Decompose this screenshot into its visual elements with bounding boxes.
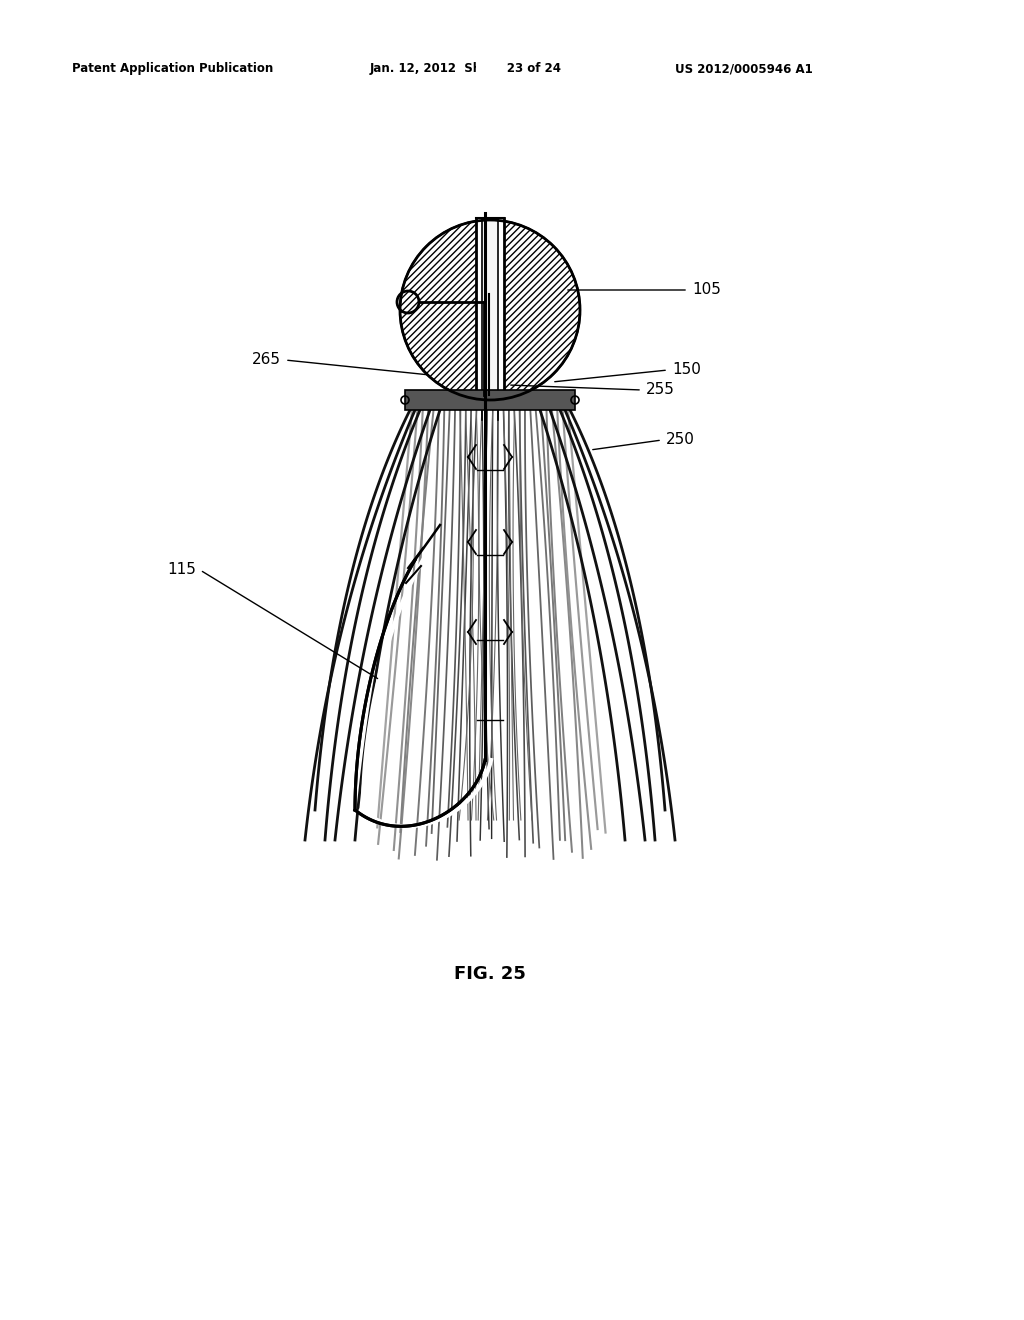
Text: 150: 150 — [672, 363, 700, 378]
Bar — [406, 389, 575, 411]
Text: 115: 115 — [167, 562, 196, 578]
Bar — [476, 25, 504, 215]
Circle shape — [400, 220, 580, 400]
Bar — [476, 218, 504, 400]
Text: US 2012/0005946 A1: US 2012/0005946 A1 — [675, 62, 813, 75]
Bar — [482, 218, 498, 400]
Text: 250: 250 — [666, 433, 695, 447]
Text: Patent Application Publication: Patent Application Publication — [72, 62, 273, 75]
Text: Jan. 12, 2012  Sheet 23 of 24: Jan. 12, 2012 Sheet 23 of 24 — [370, 62, 562, 75]
Text: 255: 255 — [646, 383, 675, 397]
Text: 265: 265 — [252, 352, 281, 367]
Text: 105: 105 — [692, 282, 721, 297]
Text: FIG. 25: FIG. 25 — [454, 965, 526, 983]
